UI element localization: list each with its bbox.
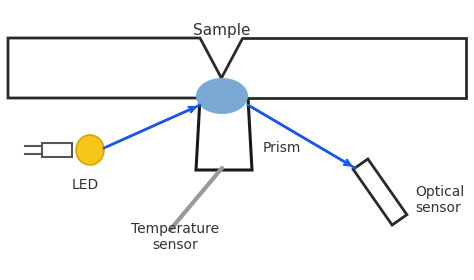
- Polygon shape: [210, 38, 466, 98]
- Text: LED: LED: [72, 178, 99, 192]
- Ellipse shape: [76, 135, 104, 165]
- Text: Prism: Prism: [263, 141, 301, 155]
- Polygon shape: [353, 159, 407, 225]
- Text: Temperature
sensor: Temperature sensor: [131, 222, 219, 252]
- Text: Sample: Sample: [193, 22, 251, 38]
- Polygon shape: [8, 38, 232, 98]
- Polygon shape: [196, 98, 252, 170]
- Ellipse shape: [196, 78, 248, 114]
- Text: Optical
sensor: Optical sensor: [415, 185, 464, 215]
